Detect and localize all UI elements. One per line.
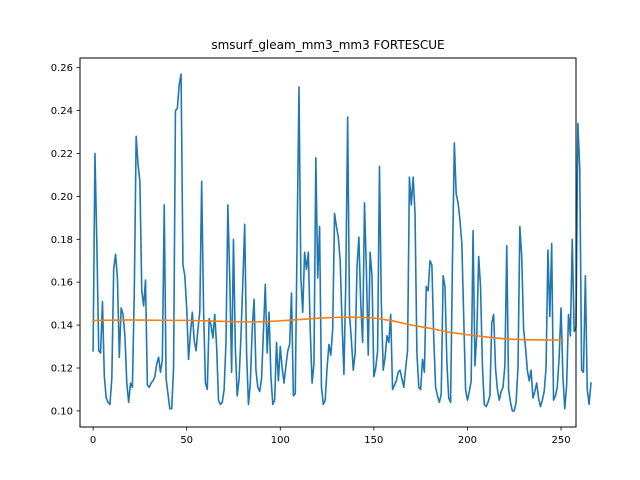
chart-title: smsurf_gleam_mm3_mm3 FORTESCUE bbox=[211, 38, 444, 52]
y-tick-label: 0.22 bbox=[51, 149, 73, 160]
y-tick-label: 0.26 bbox=[51, 63, 73, 74]
plot-area bbox=[80, 58, 576, 427]
series-layer bbox=[92, 73, 592, 412]
y-tick-label: 0.12 bbox=[51, 364, 73, 375]
x-tick-label: 100 bbox=[271, 435, 290, 446]
x-tick-label: 0 bbox=[90, 435, 96, 446]
x-tick-label: 150 bbox=[364, 435, 383, 446]
series-line-1 bbox=[92, 73, 592, 412]
x-tick-label: 200 bbox=[458, 435, 477, 446]
y-tick-label: 0.24 bbox=[51, 106, 73, 117]
y-tick-label: 0.16 bbox=[51, 278, 73, 289]
y-tick-label: 0.14 bbox=[51, 321, 73, 332]
x-tick-label: 250 bbox=[551, 435, 570, 446]
y-tick-label: 0.10 bbox=[51, 406, 73, 417]
series-line-2 bbox=[92, 316, 564, 341]
x-tick-label: 50 bbox=[180, 435, 193, 446]
plot-frame bbox=[79, 57, 577, 428]
axes-layer: 0 50 100 150 200 250 0.10 0.12 0.14 0.16 0.18 0.20 0… bbox=[51, 63, 571, 446]
y-tick-label: 0.18 bbox=[51, 235, 73, 246]
y-tick-label: 0.20 bbox=[51, 192, 73, 203]
